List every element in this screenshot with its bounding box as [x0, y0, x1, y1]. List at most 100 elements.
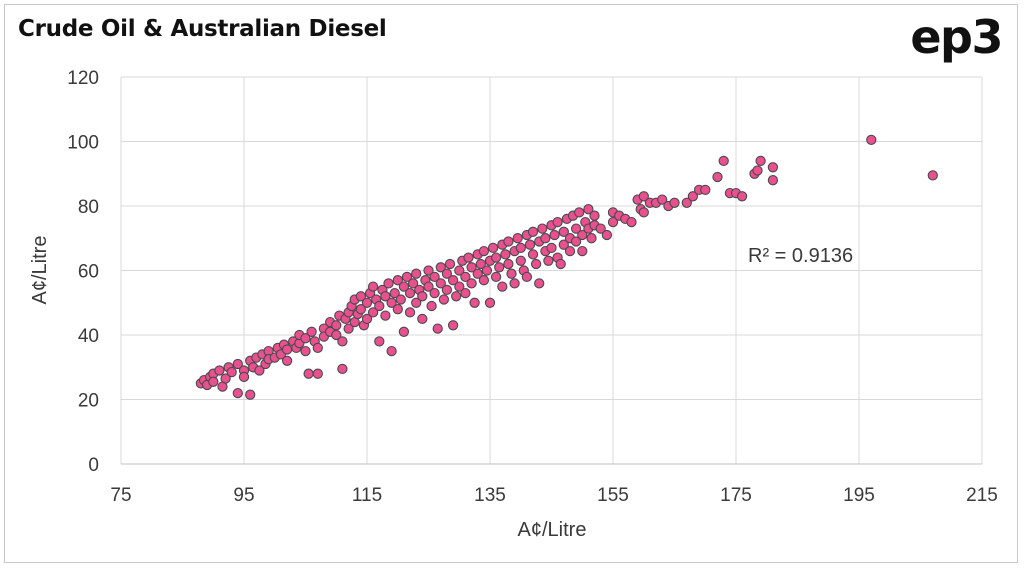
data-point [395, 294, 406, 305]
data-point [767, 175, 779, 186]
data-point [238, 371, 250, 383]
data-point [500, 249, 511, 260]
data-point [570, 223, 582, 234]
data-point [254, 365, 265, 376]
data-point [564, 245, 576, 257]
data-point [441, 284, 453, 296]
data-point [226, 366, 237, 378]
data-point [540, 233, 551, 244]
data-point [435, 278, 446, 289]
data-point [220, 373, 231, 384]
data-point [558, 239, 569, 250]
data-point [343, 323, 354, 334]
data-point [527, 249, 539, 260]
data-points [195, 134, 938, 400]
y-tick-label: 80 [78, 197, 99, 218]
data-point [401, 271, 413, 283]
data-point [543, 255, 554, 266]
data-point [607, 216, 619, 228]
data-point [380, 310, 391, 321]
data-point [552, 216, 563, 228]
data-point [549, 229, 560, 241]
data-point [331, 329, 342, 341]
data-point [374, 336, 385, 347]
data-point [534, 278, 545, 289]
data-point [281, 355, 293, 366]
x-tick-label: 155 [597, 485, 629, 506]
data-point [497, 281, 508, 292]
x-tick-label: 175 [720, 485, 752, 506]
x-axis-title: A¢/Litre [518, 519, 587, 541]
data-point [669, 197, 680, 208]
data-point [386, 297, 397, 308]
data-point [718, 155, 729, 167]
data-point [281, 344, 293, 355]
data-point [423, 265, 434, 276]
data-point [577, 229, 588, 241]
data-point [447, 320, 459, 331]
data-point [444, 258, 456, 270]
data-point [595, 223, 606, 234]
data-point [589, 210, 600, 221]
data-point [586, 233, 597, 244]
data-point [429, 271, 440, 283]
x-tick-label: 195 [843, 485, 875, 506]
data-point [361, 297, 373, 308]
data-point [438, 294, 450, 305]
data-point [515, 255, 526, 266]
data-point [537, 223, 548, 234]
data-point [558, 226, 569, 237]
data-point [214, 365, 225, 376]
data-point [441, 268, 453, 279]
data-point [392, 304, 403, 315]
data-point [337, 336, 348, 347]
data-point [417, 313, 428, 325]
y-axis-title: A¢/Litre [29, 236, 51, 305]
data-point [306, 326, 317, 337]
data-point [429, 287, 440, 299]
data-point [700, 184, 711, 196]
x-tick-label: 75 [110, 485, 131, 506]
data-point [411, 297, 422, 308]
data-point [478, 275, 490, 286]
data-point [475, 258, 486, 270]
data-point [386, 345, 397, 357]
data-point [245, 389, 256, 400]
data-point [481, 265, 493, 276]
data-point [398, 281, 410, 292]
data-point [463, 252, 474, 263]
data-point [460, 287, 471, 299]
data-point [451, 291, 462, 302]
data-point [752, 165, 763, 176]
chart-title: Crude Oil & Australian Diesel [18, 16, 387, 42]
data-point [337, 363, 348, 375]
x-tick-label: 135 [474, 485, 506, 506]
gridlines [120, 76, 983, 465]
data-point [755, 155, 766, 167]
data-point [927, 170, 938, 181]
data-point [312, 342, 323, 354]
data-point [435, 262, 446, 273]
y-tick-label: 100 [67, 133, 99, 154]
data-point [503, 258, 514, 270]
data-point [454, 281, 465, 292]
data-point [767, 162, 779, 173]
data-point [490, 271, 502, 283]
y-tick-label: 0 [88, 455, 99, 476]
data-point [506, 268, 517, 279]
data-point [530, 258, 542, 270]
data-point [300, 333, 311, 344]
data-point [469, 297, 480, 308]
data-point [460, 271, 471, 283]
data-point [521, 271, 533, 283]
data-point [355, 304, 367, 315]
data-point [361, 313, 373, 325]
data-point [331, 320, 342, 331]
data-point [512, 233, 523, 244]
data-point [490, 252, 502, 263]
data-point [407, 278, 419, 289]
y-tick-label: 20 [78, 391, 99, 412]
data-point [524, 239, 536, 250]
data-point [417, 291, 428, 302]
data-point [208, 376, 219, 387]
